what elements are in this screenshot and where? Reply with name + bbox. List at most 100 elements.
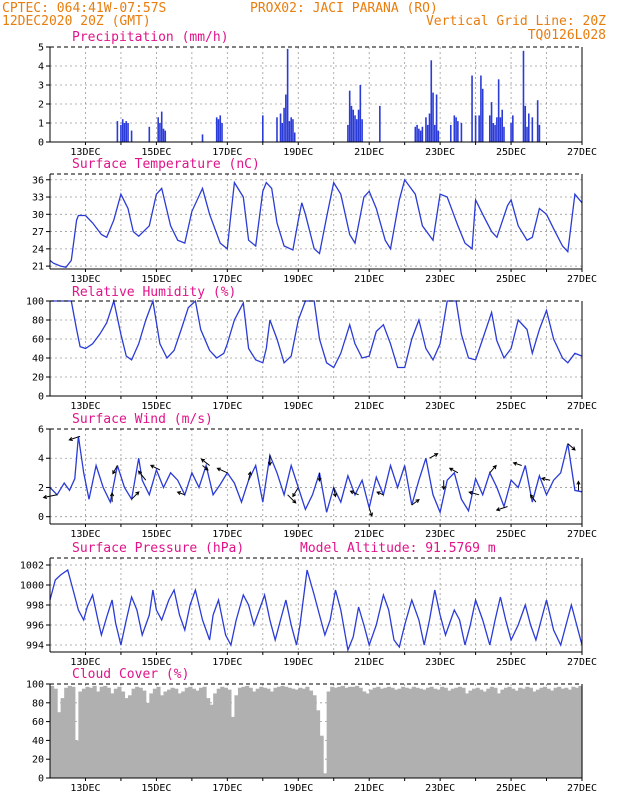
- precip-bar: [457, 121, 459, 142]
- x-tick-label: 13DEC: [70, 783, 100, 794]
- precip-panel: 0 1 2 3 4 5 13DEC 15DEC 17DEC 19DEC 21DEC 23DEC 25DE…: [38, 43, 597, 159]
- cloud-bar: [163, 691, 168, 778]
- cloud-bar: [379, 688, 384, 778]
- cloud-bar: [273, 687, 278, 778]
- precip-bar: [512, 115, 514, 142]
- x-tick-label: 25DEC: [496, 657, 526, 668]
- wind-vector-arrow: [368, 507, 373, 517]
- y-tick-label: 80: [32, 316, 44, 327]
- x-tick-label: 25DEC: [496, 401, 526, 412]
- precip-bar: [361, 119, 363, 142]
- cloud-bar: [103, 685, 108, 778]
- precip-bar: [526, 126, 528, 142]
- cloud-bar: [259, 686, 264, 778]
- x-tick-label: 15DEC: [141, 657, 171, 668]
- precip-bar: [127, 123, 129, 142]
- precip-bar: [496, 117, 498, 142]
- x-tick-label: 21DEC: [354, 274, 384, 285]
- cloud-bar: [472, 688, 477, 778]
- precip-bar: [159, 123, 161, 142]
- y-tick-label: 0: [38, 512, 44, 523]
- y-tick-label: 40: [32, 354, 44, 365]
- precip-bar: [522, 50, 525, 142]
- pressure-title: Surface Pressure (hPa): [72, 541, 244, 556]
- cloud-bar: [564, 687, 569, 778]
- cloud-bar: [355, 685, 360, 778]
- precip-bar: [262, 115, 264, 142]
- cloud-bar: [170, 687, 175, 778]
- cloud-bar: [241, 686, 246, 778]
- y-tick-label: 1: [38, 119, 44, 130]
- precip-bar: [120, 124, 122, 142]
- wind-vector-arrow: [200, 458, 210, 466]
- x-tick-label: 23DEC: [425, 274, 455, 285]
- cloud-bar: [447, 690, 452, 778]
- precip-bar: [276, 117, 278, 142]
- x-tick-label: 21DEC: [354, 529, 384, 540]
- cloud-bar: [50, 685, 55, 778]
- wind-vector-arrow: [576, 480, 581, 491]
- wind-vector-arrow: [267, 455, 273, 467]
- cloud-bar: [202, 686, 207, 778]
- wind-vector-arrow: [137, 470, 147, 481]
- precip-bar: [290, 117, 292, 142]
- wind-vector-arrow: [567, 443, 576, 451]
- cloud-bar: [553, 687, 558, 778]
- cloud-bar: [92, 685, 97, 778]
- wind-vector-arrow: [109, 492, 115, 503]
- y-tick-label: 994: [26, 641, 44, 652]
- rh-panel: 0 20 40 60 80 100 13DEC 15DEC 17DEC 19DEC 21DEC 23D…: [26, 297, 597, 413]
- precip-bar: [164, 130, 167, 142]
- precip-bar: [217, 119, 220, 142]
- cloud-bar: [330, 686, 335, 778]
- y-tick-label: 100: [26, 680, 44, 691]
- precip-bar: [148, 126, 151, 142]
- cloud-bar: [78, 691, 83, 778]
- cloud-bar: [57, 712, 62, 778]
- wind-vector-arrow: [429, 453, 439, 459]
- header-location: PROX02: JACI PARANA (RO): [250, 1, 438, 16]
- wind-panel: 0 2 4 6 13DEC 15DEC 17DEC 19DEC 21DEC 23DEC 25DEC 2…: [38, 425, 597, 541]
- x-tick-label: 17DEC: [212, 274, 242, 285]
- precip-bar: [160, 111, 163, 142]
- cloud-bar: [294, 689, 299, 778]
- cloud-bar: [312, 695, 317, 778]
- cloud-bar: [305, 686, 310, 778]
- precip-bar: [425, 117, 427, 142]
- y-tick-label: 1002: [20, 561, 44, 572]
- cloud-bar: [486, 688, 491, 778]
- precip-bar: [162, 128, 165, 142]
- y-tick-label: 36: [32, 175, 44, 186]
- x-tick-label: 17DEC: [212, 529, 242, 540]
- wind-vector-arrow: [131, 491, 140, 500]
- x-tick-label: 25DEC: [496, 147, 526, 158]
- cloud-bar: [578, 685, 583, 778]
- cloud-bar: [227, 689, 232, 778]
- precip-bar: [481, 88, 484, 142]
- wind-title: Surface Wind (m/s): [72, 412, 213, 427]
- y-tick-label: 6: [38, 425, 44, 436]
- wind-vector-arrow: [512, 461, 522, 466]
- wind-vector-arrow: [202, 465, 209, 471]
- precip-bar: [488, 115, 491, 142]
- cloud-bar: [408, 688, 413, 778]
- cloud-bar: [184, 687, 189, 778]
- precip-bar: [494, 124, 496, 142]
- cloud-bar: [511, 688, 516, 778]
- cloud-bar: [135, 686, 140, 778]
- wind-vector-arrow: [317, 472, 322, 482]
- precip-bar: [449, 124, 452, 142]
- y-tick-label: 60: [32, 335, 44, 346]
- cloud-bar: [106, 687, 111, 778]
- cloud-bar: [542, 686, 548, 778]
- x-tick-label: 19DEC: [283, 657, 313, 668]
- precip-bar: [528, 113, 530, 142]
- cloud-bar: [468, 690, 473, 778]
- cloud-bar: [507, 686, 512, 778]
- cloud-bar: [316, 710, 321, 778]
- precip-bar: [116, 121, 119, 142]
- precip-bar: [536, 100, 539, 142]
- precip-bar: [432, 92, 434, 142]
- precip-bar: [288, 121, 291, 142]
- precip-bar: [286, 48, 289, 142]
